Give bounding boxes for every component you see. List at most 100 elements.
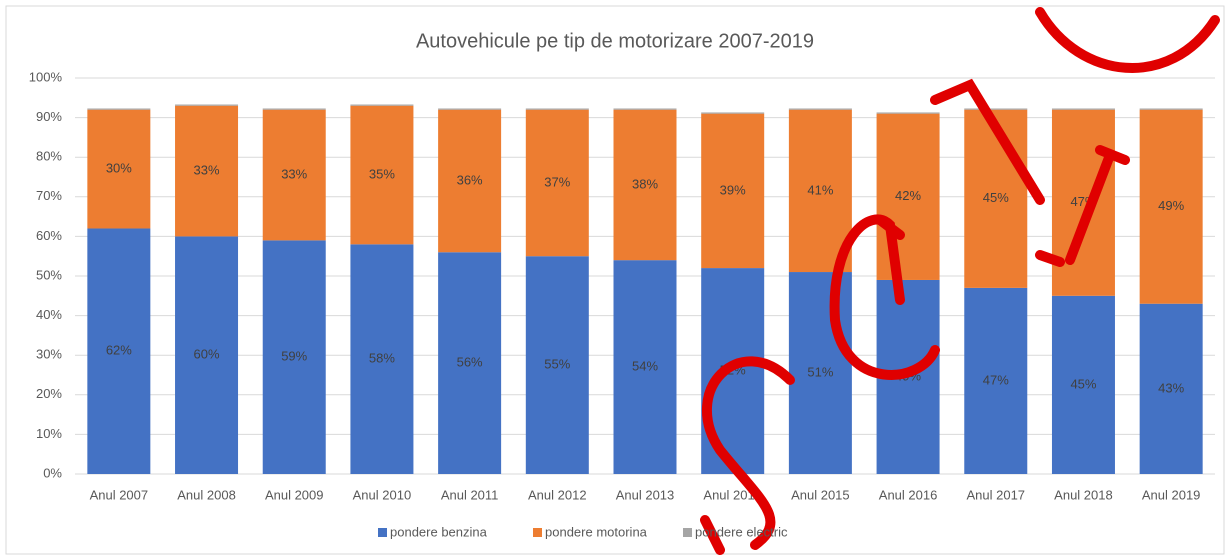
bar-segment [964,109,1028,288]
bar-segment [876,113,940,280]
y-tick-label: 40% [36,307,62,322]
y-tick-label: 80% [36,149,62,164]
bar-segment [876,112,940,114]
scribbles [700,7,1220,555]
legend-swatch [533,528,542,537]
bar-segment [438,108,502,110]
x-tick-label: Anul 2007 [90,487,149,502]
data-label: 42% [895,188,921,203]
data-label: 35% [369,166,395,181]
x-tick-label: Anul 2015 [791,487,850,502]
legend-label: pondere electric [695,524,788,539]
y-tick-label: 90% [36,109,62,124]
bar-segment [175,236,239,474]
legend-label: pondere benzina [390,524,488,539]
bar-segment [1139,303,1203,474]
data-label: 59% [281,349,307,364]
legend-label: pondere motorina [545,524,648,539]
bar-segment [350,104,414,106]
y-tick-label: 70% [36,188,62,203]
x-tick-label: Anul 2010 [353,487,412,502]
data-label: 55% [544,357,570,372]
bar-segment [87,108,151,110]
y-tick-label: 20% [36,386,62,401]
bar-segment [788,109,852,273]
bar-segment [350,244,414,474]
bar-segment [438,252,502,474]
data-label: 37% [544,174,570,189]
bar-segment [87,109,151,229]
legend-swatch [683,528,692,537]
data-label: 62% [106,343,132,358]
bar-segment [1139,108,1203,110]
y-tick-label: 10% [36,426,62,441]
data-label: 36% [457,172,483,187]
data-label: 54% [632,359,658,374]
bar-segment [788,272,852,474]
bar-segment [613,109,677,261]
scribble [930,78,1045,205]
data-label: 39% [720,182,746,197]
scribble [1035,7,1220,73]
scribble [875,215,905,240]
bar-segment [701,112,765,114]
bar-segment [613,108,677,110]
x-tick-label: Anul 2013 [616,487,675,502]
x-tick-label: Anul 2019 [1142,487,1201,502]
bar-segment [701,113,765,269]
bar-segment [964,108,1028,110]
bar-segment [262,240,326,474]
data-label: 60% [194,347,220,362]
bar-segment [525,109,589,257]
x-tick-label: Anul 2012 [528,487,587,502]
bar-segment [262,109,326,241]
chart-title: Autovehicule pe tip de motorizare 2007-2… [416,30,814,52]
x-tick-label: Anul 2011 [441,487,499,502]
data-label: 38% [632,176,658,191]
data-label: 33% [281,166,307,181]
y-tick-label: 50% [36,267,62,282]
data-label: 45% [983,190,1009,205]
bar-segment [438,109,502,253]
data-label: 43% [1158,380,1184,395]
bar-segment [1139,109,1203,304]
data-label: 30% [106,161,132,176]
y-tick-label: 30% [36,347,62,362]
y-tick-label: 100% [29,69,63,84]
data-label: 33% [194,162,220,177]
scribble [829,214,940,380]
bar-segment [87,228,151,474]
x-tick-label: Anul 2018 [1054,487,1113,502]
data-label: 45% [1070,376,1096,391]
data-label: 51% [807,364,833,379]
x-tick-label: Anul 2014 [703,487,762,502]
data-label: 58% [369,351,395,366]
bar-segment [525,108,589,110]
x-tick-label: Anul 2008 [177,487,236,502]
bar-segment [1051,295,1115,474]
y-tick-label: 60% [36,228,62,243]
scribble [1035,250,1065,267]
scribble [1065,145,1130,265]
x-tick-label: Anul 2009 [265,487,324,502]
bar-segment [613,260,677,474]
bar-segment [262,108,326,110]
scribble [702,356,795,550]
data-label: 56% [457,355,483,370]
data-label: 49% [1158,198,1184,213]
bar-segment [788,108,852,110]
x-tick-label: Anul 2016 [879,487,938,502]
bar-segment [350,105,414,245]
scribble [700,515,725,555]
legend-swatch [378,528,387,537]
x-tick-label: Anul 2017 [966,487,1025,502]
data-label: 47% [983,372,1009,387]
bar-segment [175,104,239,106]
data-label: 41% [807,182,833,197]
y-tick-label: 0% [43,465,62,480]
bar-segment [175,105,239,237]
bar-segment [964,287,1028,474]
bar-segment [1051,108,1115,110]
bar-segment [525,256,589,474]
